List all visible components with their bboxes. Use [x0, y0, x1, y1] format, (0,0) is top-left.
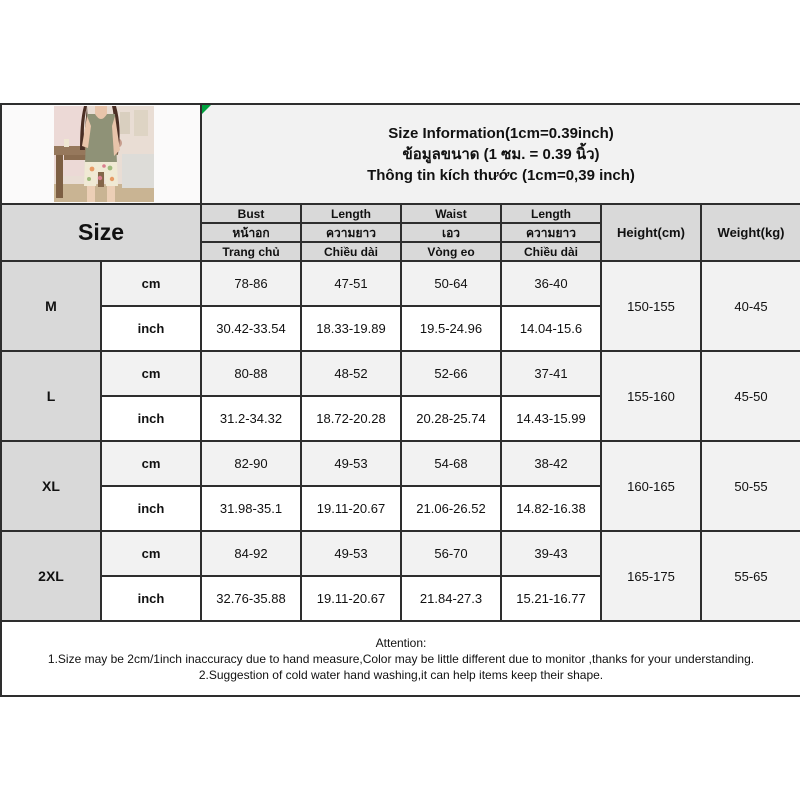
xl-inch-waist: 21.06-26.52 [400, 485, 502, 532]
2xl-cm-length2: 39-43 [500, 530, 602, 577]
unit-inch: inch [100, 305, 202, 352]
title-line-en: Size Information(1cm=0.39inch) [388, 124, 614, 142]
size-label-m: M [0, 260, 102, 352]
2xl-cm-bust: 84-92 [200, 530, 302, 577]
header-length1-vi: Chiều dài [300, 241, 402, 262]
header-waist-th: เอว [400, 222, 502, 243]
unit-cm: cm [100, 260, 202, 307]
unit-inch: inch [100, 395, 202, 442]
xl-inch-length2: 14.82-16.38 [500, 485, 602, 532]
header-bust-th: หน้าอก [200, 222, 302, 243]
l-inch-length2: 14.43-15.99 [500, 395, 602, 442]
2xl-weight: 55-65 [699, 530, 800, 622]
title-line-vi: Thông tin kích thước (1cm=0,39 inch) [367, 166, 635, 184]
title-cell: Size Information(1cm=0.39inch) ข้อมูลขนา… [199, 103, 800, 205]
m-inch-waist: 19.5-24.96 [400, 305, 502, 352]
l-weight: 45-50 [699, 350, 800, 442]
xl-height: 160-165 [600, 440, 702, 532]
xl-cm-length1: 49-53 [300, 440, 402, 487]
header-waist-en: Waist [400, 203, 502, 224]
2xl-inch-waist: 21.84-27.3 [400, 575, 502, 622]
unit-cm: cm [100, 440, 202, 487]
attention-line-1: 1.Size may be 2cm/1inch inaccuracy due t… [47, 651, 755, 666]
m-inch-length1: 18.33-19.89 [300, 305, 402, 352]
header-length2-vi: Chiều dài [500, 241, 602, 262]
m-cm-waist: 50-64 [400, 260, 502, 307]
product-photo [54, 106, 154, 202]
xl-weight: 50-55 [699, 440, 800, 532]
m-cm-length2: 36-40 [500, 260, 602, 307]
size-label-l: L [0, 350, 102, 442]
m-weight: 40-45 [699, 260, 800, 352]
2xl-height: 165-175 [600, 530, 702, 622]
l-inch-length1: 18.72-20.28 [300, 395, 402, 442]
xl-cm-bust: 82-90 [200, 440, 302, 487]
unit-inch: inch [100, 575, 202, 622]
header-length1-en: Length [300, 203, 402, 224]
l-cm-length2: 37-41 [500, 350, 602, 397]
header-length1-th: ความยาว [300, 222, 402, 243]
m-cm-length1: 47-51 [300, 260, 402, 307]
xl-inch-length1: 19.11-20.67 [300, 485, 402, 532]
header-waist-vi: Vòng eo [400, 241, 502, 262]
header-length2-en: Length [500, 203, 602, 224]
size-label-2xl: 2XL [0, 530, 102, 622]
size-column-header: Size [0, 203, 202, 262]
2xl-cm-length1: 49-53 [300, 530, 402, 577]
2xl-inch-length1: 19.11-20.67 [300, 575, 402, 622]
l-height: 155-160 [600, 350, 702, 442]
header-height: Height(cm) [600, 203, 702, 262]
header-weight: Weight(kg) [699, 203, 800, 262]
attention-line-2: 2.Suggestion of cold water hand washing,… [198, 667, 604, 682]
product-photo-cell [0, 103, 202, 205]
attention-heading: Attention: [375, 635, 427, 650]
l-inch-waist: 20.28-25.74 [400, 395, 502, 442]
l-cm-bust: 80-88 [200, 350, 302, 397]
2xl-inch-bust: 32.76-35.88 [200, 575, 302, 622]
unit-cm: cm [100, 530, 202, 577]
xl-inch-bust: 31.98-35.1 [200, 485, 302, 532]
attention-note: Attention: 1.Size may be 2cm/1inch inacc… [0, 620, 800, 697]
m-cm-bust: 78-86 [200, 260, 302, 307]
green-corner-marker [203, 106, 211, 114]
m-inch-bust: 30.42-33.54 [200, 305, 302, 352]
title-line-th: ข้อมูลขนาด (1 ซม. = 0.39 นิ้ว) [402, 145, 600, 163]
unit-cm: cm [100, 350, 202, 397]
m-inch-length2: 14.04-15.6 [500, 305, 602, 352]
l-cm-length1: 48-52 [300, 350, 402, 397]
header-bust-vi: Trang chủ [200, 241, 302, 262]
xl-cm-length2: 38-42 [500, 440, 602, 487]
header-bust-en: Bust [200, 203, 302, 224]
2xl-cm-waist: 56-70 [400, 530, 502, 577]
size-label-xl: XL [0, 440, 102, 532]
l-inch-bust: 31.2-34.32 [200, 395, 302, 442]
xl-cm-waist: 54-68 [400, 440, 502, 487]
m-height: 150-155 [600, 260, 702, 352]
header-length2-th: ความยาว [500, 222, 602, 243]
l-cm-waist: 52-66 [400, 350, 502, 397]
2xl-inch-length2: 15.21-16.77 [500, 575, 602, 622]
unit-inch: inch [100, 485, 202, 532]
size-chart-table: Size Information(1cm=0.39inch) ข้อมูลขนา… [0, 103, 800, 697]
